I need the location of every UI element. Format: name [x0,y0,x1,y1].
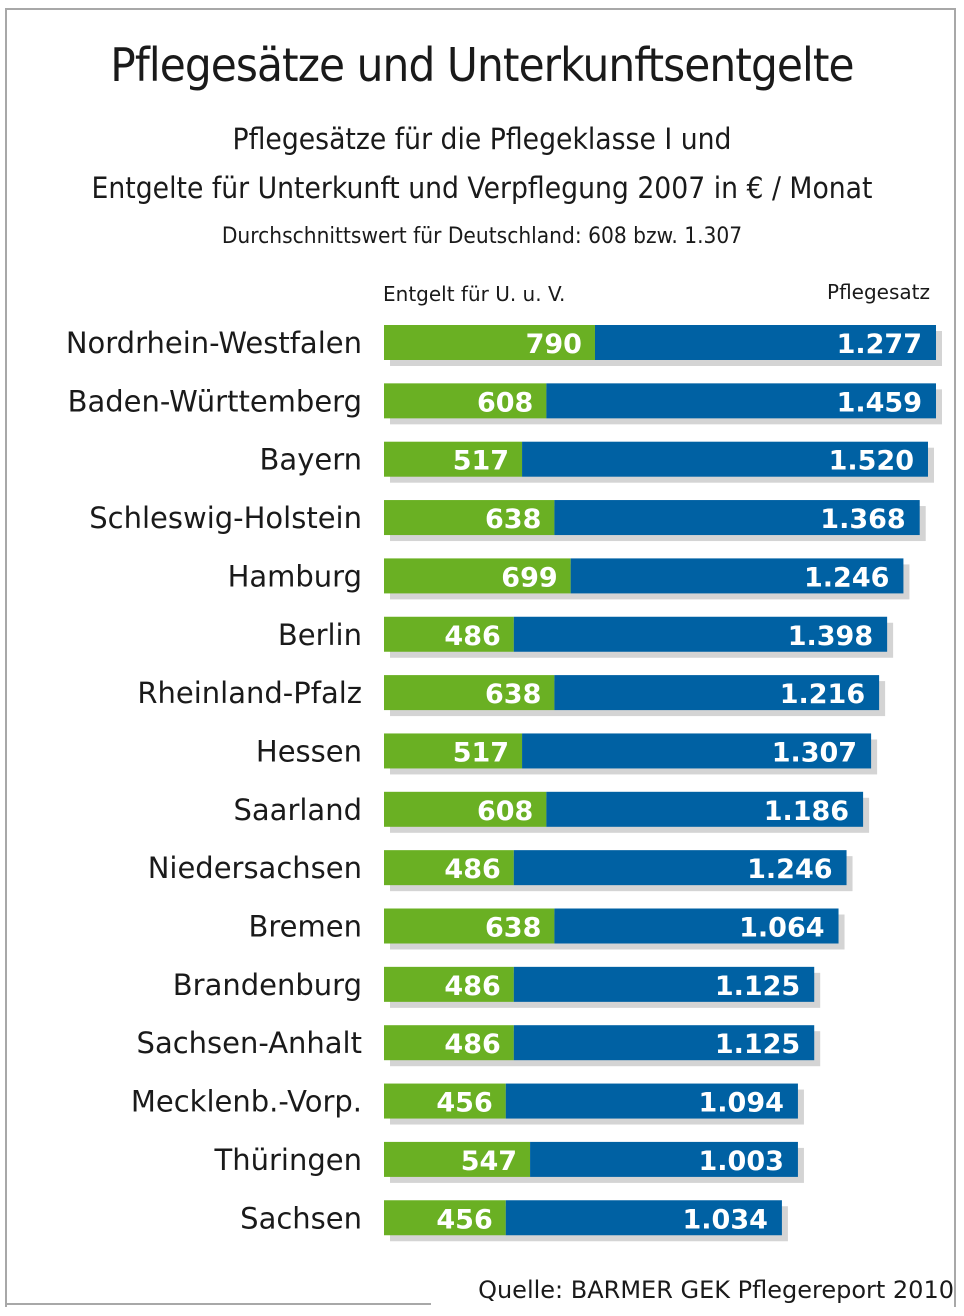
frame-bottom-line [5,1303,431,1305]
bar-pflegesatz [513,1025,815,1061]
bar-pflegesatz [513,966,815,1002]
value-label-pflegesatz: 1.277 [837,329,922,360]
value-label-pflegesatz: 1.094 [699,1088,784,1119]
value-label-pflegesatz: 1.520 [829,446,914,477]
category-label: Rheinland-Pfalz [137,676,362,710]
bar-entgelt [384,441,523,477]
bar-pflegesatz [554,908,839,944]
category-label: Hamburg [228,559,362,593]
category-label: Thüringen [214,1143,362,1177]
value-label-pflegesatz: 1.459 [837,387,922,418]
value-label-pflegesatz: 1.125 [715,971,800,1002]
value-label-entgelt: 608 [477,387,533,418]
value-label-pflegesatz: 1.064 [739,913,824,944]
value-label-entgelt: 790 [526,329,582,360]
category-label: Brandenburg [173,968,362,1002]
category-label: Sachsen [240,1201,362,1235]
category-label: Baden-Württemberg [68,384,362,418]
bar-pflegesatz [546,383,936,419]
value-label-entgelt: 486 [444,971,500,1002]
bar-entgelt [384,1025,514,1061]
value-label-entgelt: 456 [436,1204,492,1235]
bar-pflegesatz [522,441,928,477]
value-label-pflegesatz: 1.398 [788,621,873,652]
value-label-entgelt: 638 [485,679,541,710]
bar-pflegesatz [522,733,872,769]
value-label-entgelt: 547 [461,1146,517,1177]
chart-title: Pflegesätze und Unterkunftsentgelte [110,38,854,92]
value-label-entgelt: 486 [444,854,500,885]
bar-entgelt [384,1141,531,1177]
legend-entry-pflegesatz: Pflegesatz [827,280,930,304]
bar-entgelt [384,558,571,594]
category-label: Sachsen-Anhalt [137,1026,362,1060]
value-label-entgelt: 638 [485,913,541,944]
bar-pflegesatz [570,558,904,594]
value-label-entgelt: 486 [444,621,500,652]
bar-entgelt [384,616,514,652]
value-label-pflegesatz: 1.216 [780,679,865,710]
bar-entgelt [384,1083,506,1119]
value-label-entgelt: 486 [444,1029,500,1060]
chart-note-average: Durchschnittswert für Deutschland: 608 b… [221,224,743,249]
bar-pflegesatz [594,325,936,360]
bar-entgelt [384,325,595,360]
chart-subtitle-line-2: Entgelte für Unterkunft und Verpflegung … [91,171,873,205]
bar-pflegesatz [513,850,847,886]
value-label-pflegesatz: 1.003 [699,1146,784,1177]
value-label-pflegesatz: 1.186 [764,796,849,827]
bar-entgelt [384,908,555,944]
value-label-entgelt: 517 [453,446,509,477]
bar-entgelt [384,850,514,886]
chart-frame [5,8,956,1307]
value-label-entgelt: 608 [477,796,533,827]
bar-pflegesatz [505,1083,798,1119]
bar-entgelt [384,675,555,711]
category-label: Berlin [278,618,362,652]
bar-pflegesatz [530,1141,798,1177]
value-label-pflegesatz: 1.246 [804,562,889,593]
bar-pflegesatz [513,616,888,652]
value-label-pflegesatz: 1.307 [772,737,857,768]
bar-entgelt [384,791,547,827]
value-label-entgelt: 517 [453,737,509,768]
category-label: Hessen [256,734,362,768]
category-label: Bayern [260,443,362,477]
chart-source: Quelle: BARMER GEK Pflegereport 2010 [478,1276,954,1304]
category-label: Schleswig-Holstein [89,501,362,535]
value-label-entgelt: 456 [436,1088,492,1119]
category-label: Mecklenb.-Vorp. [131,1085,362,1119]
bar-pflegesatz [554,675,880,711]
bar-pflegesatz [546,791,864,827]
bar-entgelt [384,966,514,1002]
bar-entgelt [384,733,523,769]
category-label: Niedersachsen [148,851,362,885]
value-label-pflegesatz: 1.246 [747,854,832,885]
value-label-pflegesatz: 1.034 [683,1204,768,1235]
category-label: Nordrhein-Westfalen [66,326,362,360]
bar-pflegesatz [505,1200,782,1236]
chart-subtitle-line-1: Pflegesätze für die Pflegeklasse I und [232,122,732,156]
value-label-pflegesatz: 1.125 [715,1029,800,1060]
bar-entgelt [384,500,555,536]
legend-entry-entgelt: Entgelt für U. u. V. [383,282,566,306]
bar-entgelt [384,1200,506,1236]
value-label-entgelt: 699 [501,562,557,593]
bar-entgelt [384,383,547,419]
category-label: Bremen [249,910,363,944]
value-label-pflegesatz: 1.368 [820,504,905,535]
category-label: Saarland [234,793,363,827]
value-label-entgelt: 638 [485,504,541,535]
bar-pflegesatz [554,500,920,536]
